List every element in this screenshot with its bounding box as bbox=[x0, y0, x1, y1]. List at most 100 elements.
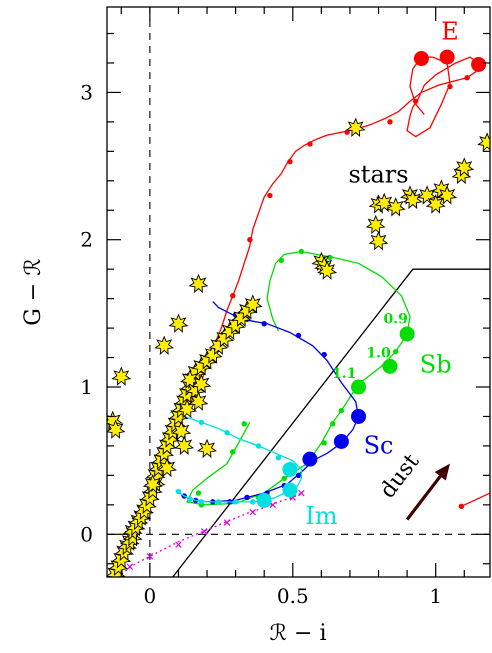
track-1-large-point-1 bbox=[382, 358, 398, 374]
track-0-dot-2 bbox=[230, 292, 236, 299]
track-0-dot-3 bbox=[247, 237, 253, 243]
star-53 bbox=[154, 335, 175, 355]
track-3-dot-6 bbox=[275, 454, 282, 461]
track-3-dot-5 bbox=[250, 499, 256, 505]
track-0-dot-10 bbox=[464, 74, 470, 81]
large-markers: 1.1 1.0 0.9 bbox=[256, 49, 487, 508]
track-2-large-point-2 bbox=[351, 408, 367, 424]
track-3-dot-3 bbox=[215, 499, 222, 505]
selection-boundary bbox=[172, 268, 490, 577]
star-59 bbox=[345, 117, 366, 137]
annotation-3: Sc bbox=[364, 431, 394, 459]
star-58 bbox=[317, 260, 338, 280]
stellar-locus bbox=[107, 117, 490, 577]
track-0-dot-5 bbox=[287, 158, 293, 165]
x-tick-label: 0.5 bbox=[277, 584, 309, 608]
model-tracks bbox=[117, 56, 490, 575]
track-0-large-point-1 bbox=[439, 49, 455, 65]
star-68 bbox=[425, 194, 446, 214]
track-4-cross-2 bbox=[175, 541, 182, 548]
track-3-dot-0 bbox=[175, 488, 182, 495]
track-0-dot-8 bbox=[387, 119, 393, 125]
star-48 bbox=[191, 373, 212, 394]
track-0-large-point-2 bbox=[471, 56, 487, 72]
track-3-dot-2 bbox=[198, 499, 205, 505]
y-tick-label: 3 bbox=[80, 80, 93, 104]
track-2-dot-8 bbox=[321, 351, 327, 358]
star-52 bbox=[111, 366, 132, 386]
track-3-dot-1 bbox=[187, 496, 193, 502]
dust-arrow-shaft bbox=[405, 475, 442, 521]
track-1-dot-14 bbox=[278, 257, 285, 264]
annotation-1: stars bbox=[348, 160, 408, 188]
plot-frame bbox=[106, 6, 491, 578]
star-43 bbox=[188, 391, 209, 411]
star-64 bbox=[385, 197, 406, 217]
star-70 bbox=[437, 185, 458, 205]
star-73 bbox=[477, 132, 490, 152]
star-45 bbox=[157, 457, 177, 478]
axes: 0 0.5 1 0 1 2 3 bbox=[80, 7, 490, 608]
star-46 bbox=[142, 474, 163, 494]
track-3-large-point-2 bbox=[282, 461, 298, 477]
track-4-cross-3 bbox=[200, 528, 208, 535]
y-tick-label: 0 bbox=[80, 522, 93, 546]
track-0-dot-7 bbox=[344, 129, 350, 135]
annotation-2: Sb bbox=[420, 350, 452, 378]
track-2-dot-7 bbox=[295, 472, 302, 479]
track-1-dot-1 bbox=[230, 449, 236, 455]
point-label-0: 1.1 bbox=[332, 366, 356, 382]
star-47 bbox=[179, 369, 200, 389]
track-3-dot-4 bbox=[232, 499, 239, 505]
track-line-2 bbox=[181, 301, 360, 503]
star-49 bbox=[174, 435, 195, 456]
star-66 bbox=[402, 189, 423, 210]
track-0-dot-4 bbox=[267, 192, 273, 199]
track-1-dot-13 bbox=[392, 348, 399, 355]
track-0-large-point-0 bbox=[413, 51, 429, 67]
track-4-cross-5 bbox=[249, 508, 256, 516]
track-1-dot-0 bbox=[241, 421, 247, 427]
star-40 bbox=[242, 294, 263, 314]
track-3-dot-7 bbox=[255, 443, 262, 449]
track-4-cross-8 bbox=[298, 489, 305, 497]
reference-lines bbox=[107, 7, 490, 577]
red-segment-dot bbox=[458, 503, 465, 510]
track-0-dot-11 bbox=[447, 83, 453, 90]
dust-arrow-head bbox=[434, 463, 450, 481]
track-4-cross-1 bbox=[146, 553, 154, 560]
dust-vector: dust bbox=[375, 449, 450, 521]
point-label-2: 0.9 bbox=[383, 312, 407, 328]
annotation-0: E bbox=[441, 17, 459, 45]
x-tick-label: 1 bbox=[429, 584, 442, 608]
track-3-dot-9 bbox=[198, 419, 205, 426]
red-segment bbox=[461, 492, 490, 507]
track-4-cross-0 bbox=[126, 563, 134, 570]
track-1-dot-8 bbox=[321, 440, 327, 446]
track-2-dot-4 bbox=[244, 494, 250, 501]
star-69 bbox=[431, 179, 452, 199]
y-axis-label: G − ℛ bbox=[21, 258, 46, 326]
selection-boundary-line bbox=[172, 268, 490, 577]
x-axis-label: ℛ − i bbox=[269, 621, 326, 646]
track-line-4 bbox=[120, 492, 302, 575]
y-tick-label: 1 bbox=[80, 375, 93, 399]
annotation-4: Im bbox=[305, 502, 337, 530]
track-1-dot-9 bbox=[330, 421, 336, 427]
track-4-cross-4 bbox=[223, 519, 231, 526]
track-1-large-point-0 bbox=[351, 379, 367, 395]
track-1-dot-2 bbox=[195, 490, 202, 496]
star-55 bbox=[188, 273, 209, 294]
track-2-dot-10 bbox=[261, 320, 267, 327]
track-1-dot-10 bbox=[338, 407, 345, 414]
star-54 bbox=[168, 313, 189, 333]
track-2-dot-9 bbox=[295, 332, 302, 339]
track-0-dot-9 bbox=[412, 98, 419, 104]
track-2-large-point-0 bbox=[302, 451, 318, 467]
point-label-1: 1.0 bbox=[366, 346, 391, 362]
track-line-3 bbox=[169, 411, 303, 503]
star-51 bbox=[107, 419, 126, 439]
